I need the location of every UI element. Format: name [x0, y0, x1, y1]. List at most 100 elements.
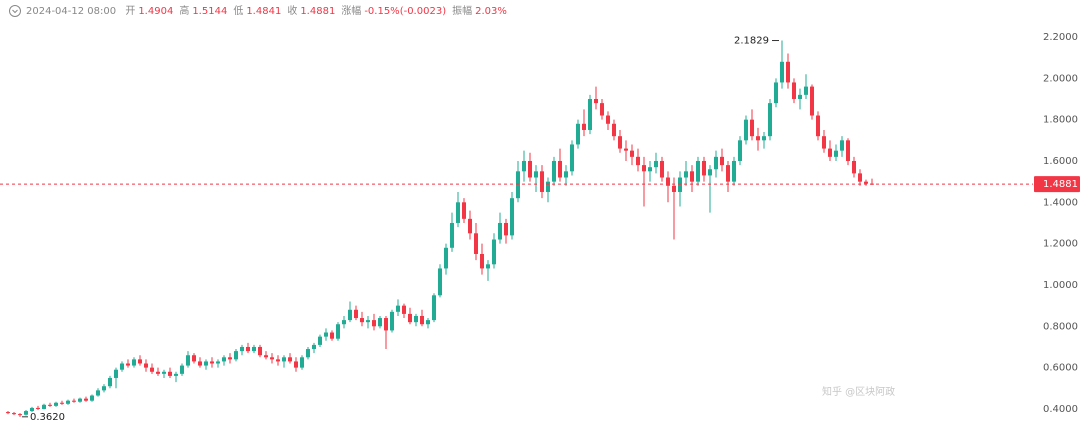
candle-body	[492, 239, 496, 265]
candle-body	[834, 150, 838, 157]
candle-body	[510, 198, 514, 236]
candle-body	[498, 222, 502, 240]
candle-body	[540, 171, 544, 192]
candle-body	[768, 103, 772, 137]
candle-body	[546, 181, 550, 192]
candle-body	[114, 369, 118, 378]
candle-body	[168, 371, 172, 376]
y-tick-label: 0.6000	[1043, 363, 1078, 374]
candle-body	[78, 398, 82, 402]
candle-body	[660, 160, 664, 178]
candle-body	[54, 402, 58, 406]
candle-body	[600, 103, 604, 116]
candle-body	[144, 363, 148, 368]
header-value: 2.03%	[475, 6, 507, 17]
candle-body	[84, 398, 88, 401]
candle-body	[264, 355, 268, 358]
candle-body	[780, 61, 784, 83]
candle-body	[504, 222, 508, 236]
candle-body	[810, 86, 814, 116]
candle-body	[270, 357, 274, 360]
candle-body	[48, 404, 52, 406]
y-tick-label: 1.4000	[1043, 197, 1078, 208]
candle-body	[564, 171, 568, 178]
candle-body	[90, 395, 94, 401]
candle-body	[444, 247, 448, 269]
candle-body	[798, 94, 802, 99]
candle-body	[690, 171, 694, 182]
candle-body	[828, 148, 832, 157]
candle-body	[234, 351, 238, 360]
candle-body	[720, 156, 724, 166]
candle-body	[348, 309, 352, 321]
candle-body	[96, 390, 100, 396]
candle-body	[12, 413, 16, 415]
candle-body	[180, 365, 184, 374]
candle-body	[486, 264, 490, 269]
candle-body	[858, 173, 862, 182]
y-tick-label: 0.8000	[1043, 321, 1078, 332]
candle-body	[696, 160, 700, 182]
candle-body	[792, 82, 796, 99]
candle-body	[420, 315, 424, 325]
candle-body	[438, 268, 442, 296]
candle-body	[528, 160, 532, 178]
candle-body	[864, 181, 868, 184]
candle-body	[300, 357, 304, 368]
candle-body	[192, 355, 196, 362]
candle-body	[174, 373, 178, 376]
candle-body	[756, 136, 760, 141]
candle-body	[630, 150, 634, 157]
candle-body	[282, 357, 286, 362]
candle-body	[138, 359, 142, 364]
candle-body	[606, 115, 610, 124]
candle-body	[432, 295, 436, 321]
candle-body	[330, 332, 334, 339]
candle-body	[534, 171, 538, 178]
candle-body	[678, 177, 682, 192]
candle-body	[222, 357, 226, 362]
candle-body	[324, 332, 328, 337]
candle-body	[666, 177, 670, 186]
candle-body	[684, 171, 688, 178]
candle-body	[474, 233, 478, 254]
y-tick-label: 1.6000	[1043, 156, 1078, 167]
candle-body	[522, 160, 526, 172]
collapse-icon[interactable]	[9, 5, 21, 17]
candle-body	[360, 318, 364, 323]
y-tick-label: 2.2000	[1043, 32, 1078, 43]
candle-body	[588, 98, 592, 130]
candle-body	[642, 165, 646, 172]
candle-body	[726, 165, 730, 182]
candle-body	[372, 320, 376, 327]
candle-body	[336, 324, 340, 339]
candle-body	[408, 313, 412, 323]
candle-body	[6, 412, 10, 414]
candle-body	[204, 361, 208, 366]
candle-body	[126, 363, 130, 366]
annotation-label: 2.1829	[734, 36, 769, 47]
candle-body	[714, 156, 718, 170]
candle-body	[252, 346, 256, 352]
candle-body	[354, 309, 358, 319]
candle-body	[450, 222, 454, 248]
candle-body	[456, 202, 460, 223]
candle-body	[582, 123, 586, 130]
candle-body	[516, 171, 520, 199]
header-value: 1.4881	[300, 6, 335, 17]
candle-body	[468, 218, 472, 234]
header-date: 2024-04-12 08:00	[26, 6, 116, 17]
y-tick-label: 1.2000	[1043, 239, 1078, 250]
candle-body	[60, 402, 64, 404]
last-price-label: 1.4881	[1043, 179, 1078, 190]
candle-body	[246, 346, 250, 352]
candle-body	[36, 407, 40, 409]
ohlc-header: 2024-04-12 08:00 开 1.4904 高 1.5144 低 1.4841 收 1…	[26, 4, 507, 17]
candle-body	[276, 359, 280, 362]
candle-body	[480, 253, 484, 269]
header-value: -0.15%(-0.0023)	[364, 6, 446, 17]
candle-body	[312, 344, 316, 350]
header-label: 涨幅	[341, 4, 361, 17]
candle-body	[402, 305, 406, 314]
